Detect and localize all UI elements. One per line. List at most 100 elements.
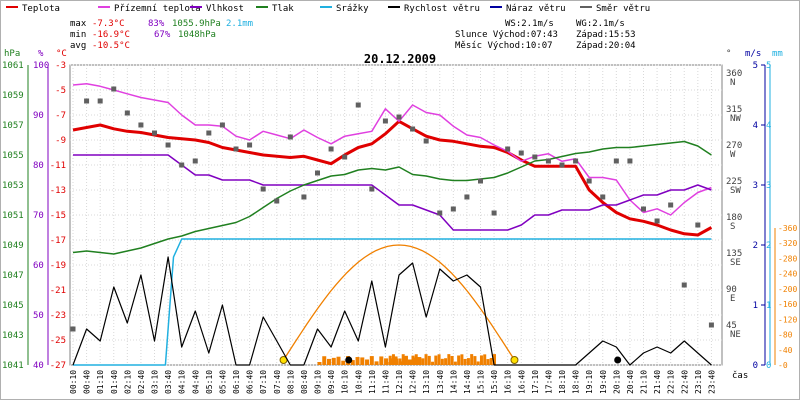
x-tick-label: 08:40 xyxy=(300,370,309,394)
radiation-bar xyxy=(360,357,365,365)
x-tick-label: 12:10 xyxy=(395,370,404,394)
wind-direction-point xyxy=(410,126,416,132)
wind-direction-point xyxy=(315,170,320,176)
sun-scale-tick-label: -200 xyxy=(778,285,797,294)
sunset-info: Západ:15:53 xyxy=(576,30,636,40)
stats-min-label: min xyxy=(70,30,86,40)
sun-scale-tick-label: -160 xyxy=(778,300,797,309)
radiation-bar xyxy=(457,355,461,365)
temp-tick-label: -5 xyxy=(55,86,66,96)
wind-speed-info: WS:2.1m/s xyxy=(505,19,554,29)
direction-tick-name: NE xyxy=(730,330,741,340)
x-tick-label: 09:10 xyxy=(314,370,323,394)
humidity-tick-label: 40 xyxy=(33,361,44,371)
radiation-bar xyxy=(336,356,341,365)
x-tick-label: 14:10 xyxy=(449,370,458,394)
moonrise-info: Měsíc Východ:10:07 xyxy=(455,41,553,51)
radiation-bar xyxy=(374,361,379,365)
pressure-tick-label: 1049 xyxy=(2,241,24,251)
sun-scale-tick-label: -0 xyxy=(778,361,788,370)
wind-direction-point xyxy=(668,202,674,208)
radiation-bar xyxy=(437,354,441,365)
sun-arc xyxy=(282,244,516,361)
humidity-tick-label: 60 xyxy=(33,261,44,271)
stats-avg-label: avg xyxy=(70,41,86,51)
stats-max-rain: 2.1mm xyxy=(226,19,253,29)
rain-tick-label: 4 xyxy=(766,121,771,131)
wind-direction-point xyxy=(111,86,117,92)
radiation-bar xyxy=(421,358,425,365)
radiation-bar xyxy=(486,359,490,365)
wind-direction-point xyxy=(464,194,470,200)
x-tick-label: 19:40 xyxy=(599,370,608,394)
rain-tick-label: 0 xyxy=(766,361,771,371)
x-tick-label: 00:10 xyxy=(69,370,78,394)
moonset-marker xyxy=(614,356,622,364)
series-wind-line xyxy=(72,256,712,366)
radiation-bar xyxy=(365,359,370,365)
pressure-tick-label: 1047 xyxy=(2,271,24,281)
temp-tick-label: -21 xyxy=(50,286,66,296)
direction-tick-value: 45 xyxy=(726,321,737,331)
wind-direction-point xyxy=(355,102,361,108)
stats-max-hum: 83% xyxy=(148,19,165,29)
rain-tick-label: 5 xyxy=(766,61,771,71)
x-tick-label: 18:10 xyxy=(558,370,567,394)
x-tick-label: 02:40 xyxy=(137,370,146,394)
wind-direction-point xyxy=(247,142,253,148)
temp-tick-label: -17 xyxy=(50,236,66,246)
x-tick-label: 21:10 xyxy=(640,370,649,394)
moonrise-marker xyxy=(345,356,353,364)
x-tick-label: 15:10 xyxy=(477,370,486,394)
wind-direction-point xyxy=(423,138,429,144)
series-pressure-line xyxy=(72,140,712,255)
radiation-bar xyxy=(418,358,422,365)
radiation-bar xyxy=(369,356,374,365)
pressure-tick-label: 1059 xyxy=(2,91,24,101)
pressure-tick-label: 1055 xyxy=(2,151,24,161)
wind-direction-point xyxy=(491,210,497,216)
temp-tick-label: -13 xyxy=(50,186,66,196)
radiation-bar xyxy=(411,355,415,365)
radiation-bar xyxy=(466,358,470,365)
legend-label: Teplota xyxy=(22,4,60,14)
radiation-bar xyxy=(384,358,389,365)
direction-tick-value: 90 xyxy=(726,285,737,295)
direction-tick-value: 315 xyxy=(726,105,742,115)
x-tick-label: 02:10 xyxy=(123,370,132,394)
pressure-axis-unit: hPa xyxy=(4,49,20,59)
wind-direction-point xyxy=(613,158,619,164)
x-tick-label: 22:10 xyxy=(667,370,676,394)
direction-tick-name: SE xyxy=(730,258,741,268)
wind-direction-point xyxy=(641,206,646,212)
direction-tick-name: SW xyxy=(730,186,741,196)
wind-direction-point xyxy=(478,178,483,184)
wind-direction-point xyxy=(287,134,293,140)
humidity-tick-label: 50 xyxy=(33,311,44,321)
temp-tick-label: -11 xyxy=(50,161,66,171)
wind-direction-point xyxy=(654,218,660,224)
pressure-tick-label: 1041 xyxy=(2,361,24,371)
radiation-bar xyxy=(398,358,402,365)
wind-direction-point xyxy=(124,110,130,116)
x-tick-label: 18:40 xyxy=(572,370,581,394)
radiation-bar xyxy=(412,357,417,365)
legend-label: Náraz větru xyxy=(506,4,566,14)
radiation-bar xyxy=(470,354,474,365)
wind-direction-point xyxy=(532,154,538,160)
radiation-bar xyxy=(379,356,384,365)
humidity-tick-label: 70 xyxy=(33,211,44,221)
humidity-tick-label: 90 xyxy=(33,111,44,121)
wind-tick-label: 2 xyxy=(753,241,758,251)
radiation-bar xyxy=(350,360,355,365)
wind-direction-point xyxy=(97,98,103,104)
x-tick-label: 03:10 xyxy=(151,370,160,394)
temp-tick-label: -27 xyxy=(50,361,66,371)
direction-tick-value: 135 xyxy=(726,249,742,259)
sun-scale-tick-label: -360 xyxy=(778,224,797,233)
wind-direction-point xyxy=(219,122,225,128)
wind-direction-point xyxy=(260,186,266,192)
rain-tick-label: 1 xyxy=(766,301,771,311)
radiation-bar xyxy=(414,354,418,365)
